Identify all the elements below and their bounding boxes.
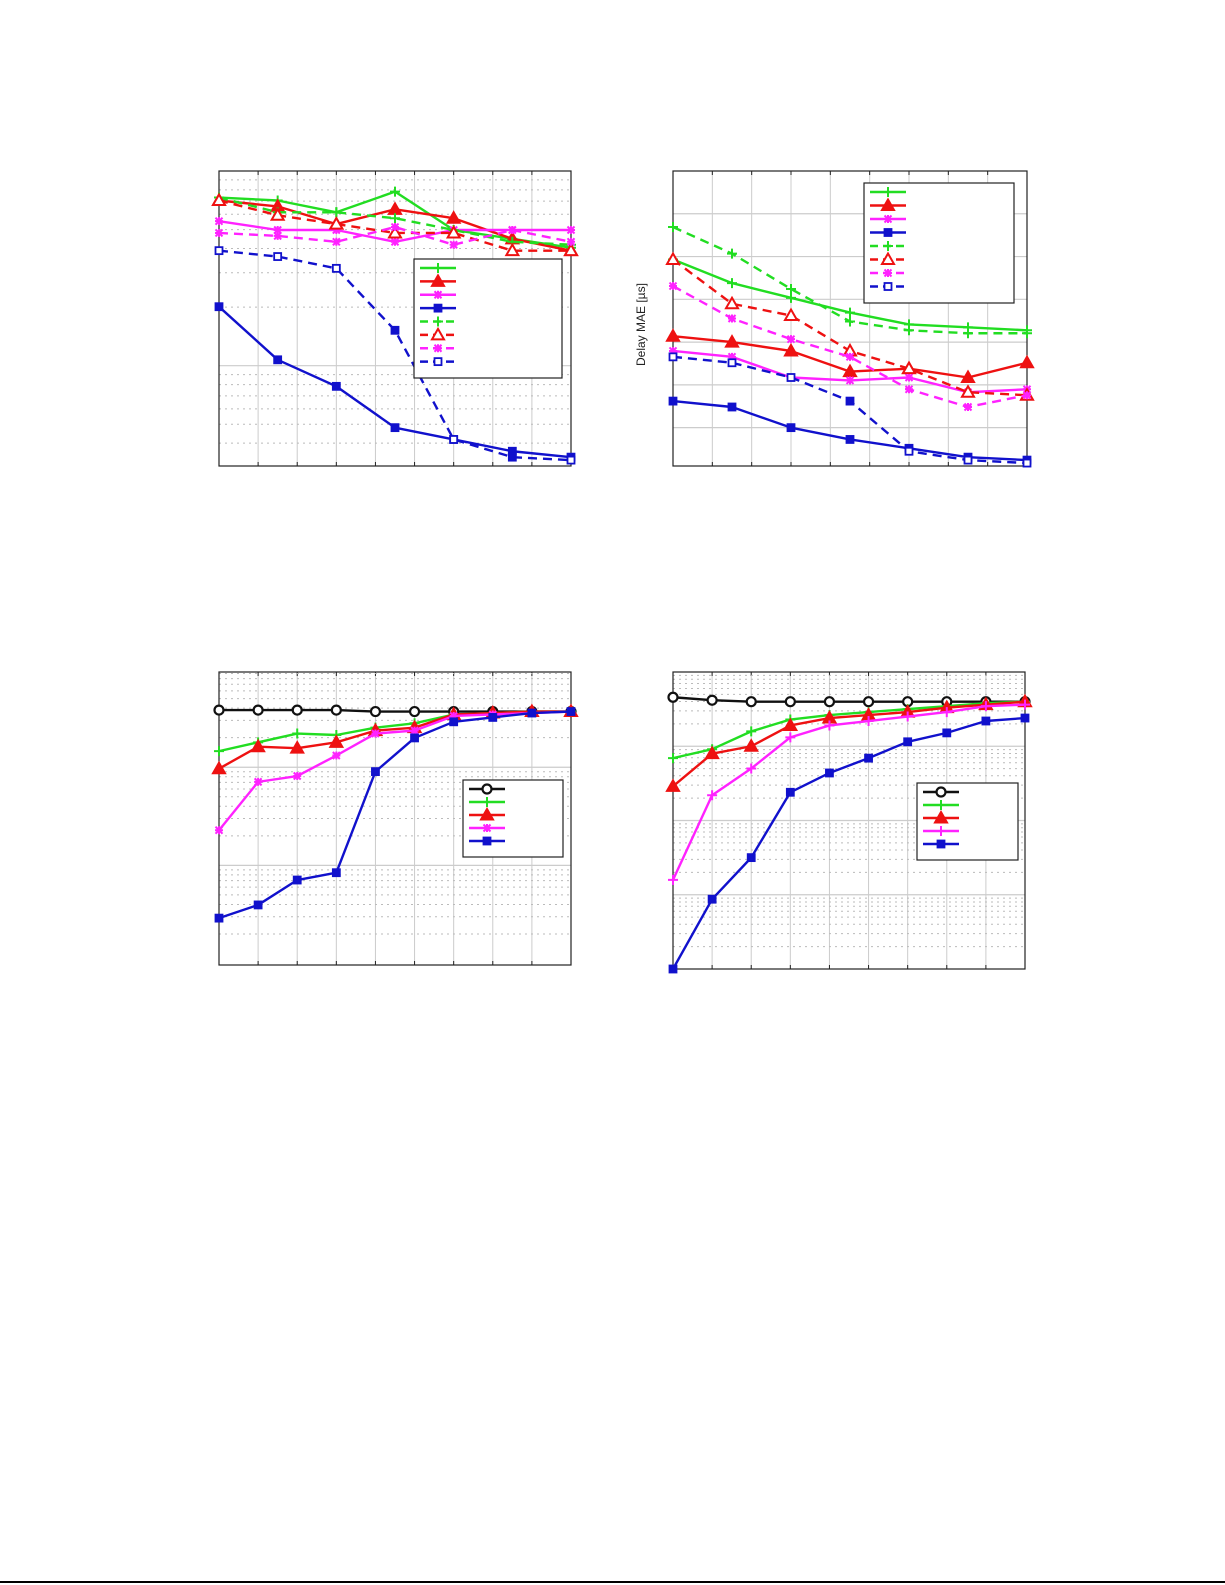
legend [863,182,1015,304]
series-3 [668,699,1030,885]
chart-bottom-right [665,671,1033,974]
chart-top-right [665,170,1035,468]
series-4 [668,713,1030,974]
chart-bottom-right [665,671,1033,974]
legend [916,782,1019,861]
series-4 [214,707,576,923]
series-7 [214,246,576,465]
chart-bottom-left [211,671,579,966]
chart-top-left [211,170,579,467]
chart-top-right [665,170,1035,468]
series-4 [668,222,1032,339]
series-7 [668,352,1032,468]
legend [413,258,563,379]
series-6 [668,281,1032,412]
legend [462,779,564,858]
chart-bottom-left [211,671,579,966]
page-bottom-rule [0,1581,1225,1583]
series-2 [665,693,1033,792]
series-5 [211,192,579,257]
chart-top-left [211,170,579,467]
series-6 [214,222,576,249]
